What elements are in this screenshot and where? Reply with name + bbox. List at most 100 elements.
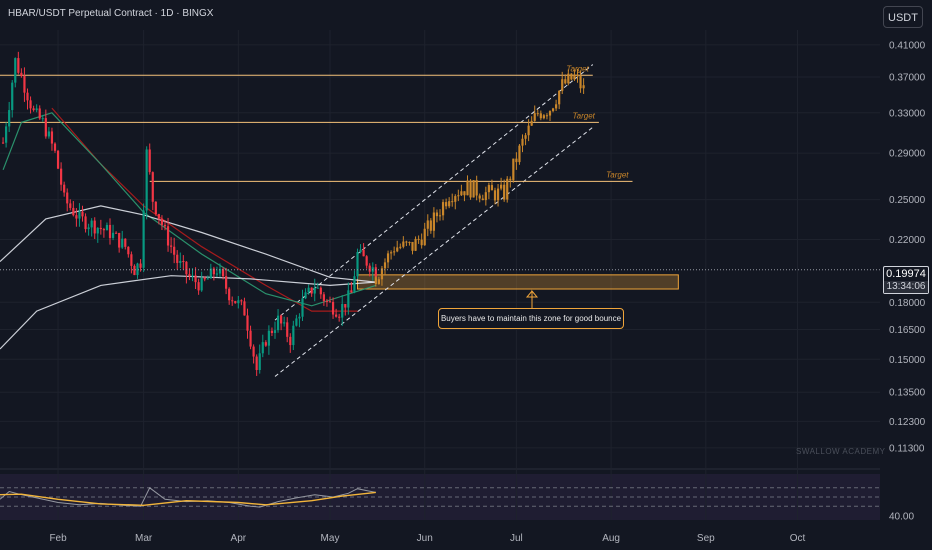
candle-body — [310, 287, 313, 294]
currency-selector-button[interactable]: USDT — [883, 6, 923, 28]
candle-body — [307, 287, 310, 293]
candle-body — [200, 277, 203, 291]
projected-candle-body — [414, 238, 417, 251]
candle-body — [136, 263, 139, 276]
projected-candle-body — [393, 251, 396, 253]
candle-body — [338, 316, 341, 318]
x-tick-label: Mar — [135, 533, 153, 544]
projected-candle-body — [466, 180, 469, 196]
projected-candle-body — [506, 178, 509, 200]
candle-body — [328, 301, 332, 303]
projected-candle-body — [402, 241, 405, 247]
projected-candle-body — [582, 85, 585, 89]
projected-candle-body — [490, 185, 494, 191]
projected-candle-body — [548, 111, 552, 116]
candle-body — [87, 227, 90, 230]
candle-body — [38, 108, 41, 119]
candle-body — [261, 342, 264, 354]
candle-body — [255, 356, 258, 371]
projected-candle-body — [390, 252, 393, 254]
candle-body — [252, 346, 255, 357]
candle-body — [32, 108, 35, 111]
channel-line — [274, 126, 594, 377]
candle-body — [105, 224, 109, 231]
projected-candle-body — [460, 191, 463, 196]
candle-body — [5, 126, 8, 143]
y-tick-label: 0.37000 — [889, 72, 926, 83]
current-price-value: 0.19974 — [886, 268, 926, 280]
projected-candle-body — [542, 115, 545, 119]
candle-body — [66, 192, 69, 204]
candle-body — [283, 322, 286, 324]
projected-candle-body — [576, 74, 579, 76]
candle-body — [298, 316, 301, 319]
candle-body — [78, 211, 81, 219]
candle-body — [353, 276, 356, 293]
candle-body — [341, 303, 344, 318]
projected-candle-body — [463, 191, 466, 196]
candle-body — [270, 330, 274, 334]
y-tick-label: 0.18000 — [889, 298, 926, 309]
candle-body — [145, 149, 148, 211]
projected-candle-body — [503, 184, 506, 200]
candle-body — [331, 301, 335, 315]
projected-candle-body — [438, 215, 442, 217]
channel-line — [274, 64, 594, 321]
candle-body — [81, 211, 84, 217]
candle-body — [56, 150, 60, 169]
candle-body — [26, 92, 29, 101]
y-tick-label: 0.11300 — [889, 443, 925, 454]
x-tick-label: Jun — [417, 533, 433, 544]
candle-body — [316, 287, 319, 289]
projected-candle-body — [429, 220, 432, 231]
candle-body — [53, 143, 57, 151]
candle-body — [50, 131, 54, 144]
projected-candle-body — [521, 138, 524, 146]
projected-candle-body — [564, 79, 567, 84]
candle-body — [11, 82, 14, 111]
projected-candle-body — [536, 113, 539, 115]
projected-candle-body — [530, 120, 533, 126]
zone-annotation-callout[interactable]: Buyers have to maintain this zone for go… — [438, 308, 624, 329]
candle-body — [99, 227, 102, 230]
projected-candle-body — [493, 190, 497, 201]
candle-body — [218, 268, 222, 274]
y-tick-label: 0.29000 — [889, 149, 926, 160]
candle-body — [163, 224, 167, 227]
projected-candle-body — [524, 135, 527, 139]
projected-candle-body — [545, 115, 549, 117]
y-tick-label: 0.22000 — [889, 235, 926, 246]
projected-candle-body — [512, 158, 515, 181]
candle-body — [313, 287, 316, 294]
projected-candle-body — [405, 241, 408, 243]
candle-body — [72, 207, 75, 216]
candle-body — [179, 260, 182, 263]
candle-body — [118, 232, 121, 248]
candle-body — [60, 168, 63, 185]
candle-body — [356, 252, 359, 277]
candle-body — [124, 238, 127, 247]
y-tick-label: 0.13500 — [889, 388, 926, 399]
projected-candle-body — [475, 180, 478, 196]
candle-body — [14, 58, 17, 83]
projected-candle-body — [570, 73, 573, 80]
candle-body — [209, 268, 212, 279]
candle-body — [170, 245, 173, 247]
candle-body — [365, 256, 368, 266]
candle-body — [151, 172, 154, 202]
x-tick-label: May — [321, 533, 340, 544]
candle-body — [142, 210, 145, 268]
candle-body — [258, 353, 261, 371]
candle-body — [304, 292, 307, 299]
rsi-pane-background — [0, 474, 880, 520]
candle-body — [362, 249, 365, 257]
candle-body — [96, 227, 99, 234]
candle-body — [166, 226, 170, 246]
candle-body — [173, 246, 176, 255]
candle-body — [44, 118, 47, 137]
candle-body — [69, 203, 72, 208]
projected-candle-body — [527, 125, 530, 136]
candle-body — [228, 288, 231, 301]
candle-body — [35, 108, 38, 111]
